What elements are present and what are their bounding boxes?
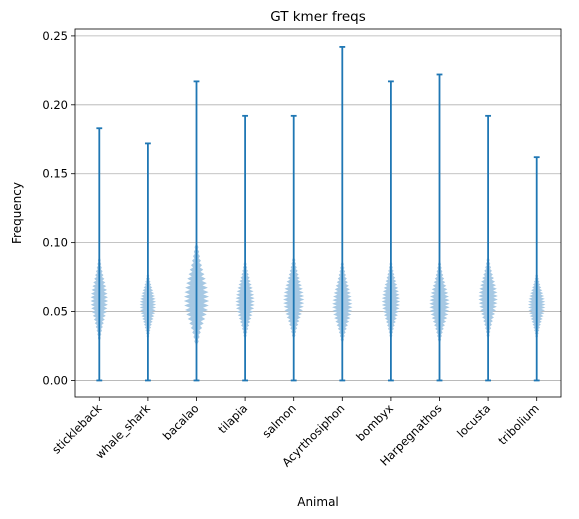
y-tick-label: 0.10 <box>42 236 68 250</box>
grid-lines <box>75 35 561 381</box>
violin-bodies <box>90 242 546 346</box>
x-tick-label: tilapia <box>215 401 250 436</box>
y-tick-label: 0.15 <box>42 167 68 181</box>
y-tick-label: 0.05 <box>42 305 68 319</box>
y-axis-ticks: 0.00 0.05 0.10 0.15 0.20 0.25 <box>42 29 75 387</box>
x-tick-label: locusta <box>454 401 493 440</box>
y-axis-label: Frequency <box>10 182 24 244</box>
x-tick-label: tribolium <box>495 401 541 447</box>
chart-title: GT kmer freqs <box>270 9 366 25</box>
plot-frame <box>74 28 562 398</box>
y-tick-label: 0.25 <box>42 29 68 43</box>
x-tick-label: salmon <box>259 401 298 440</box>
y-tick-label: 0.20 <box>42 98 68 112</box>
violin-whiskers <box>96 46 540 382</box>
x-tick-label: bombyx <box>353 401 396 444</box>
x-axis-label: Animal <box>297 495 339 509</box>
x-tick-label: bacalao <box>160 401 202 443</box>
y-tick-label: 0.00 <box>42 373 68 387</box>
